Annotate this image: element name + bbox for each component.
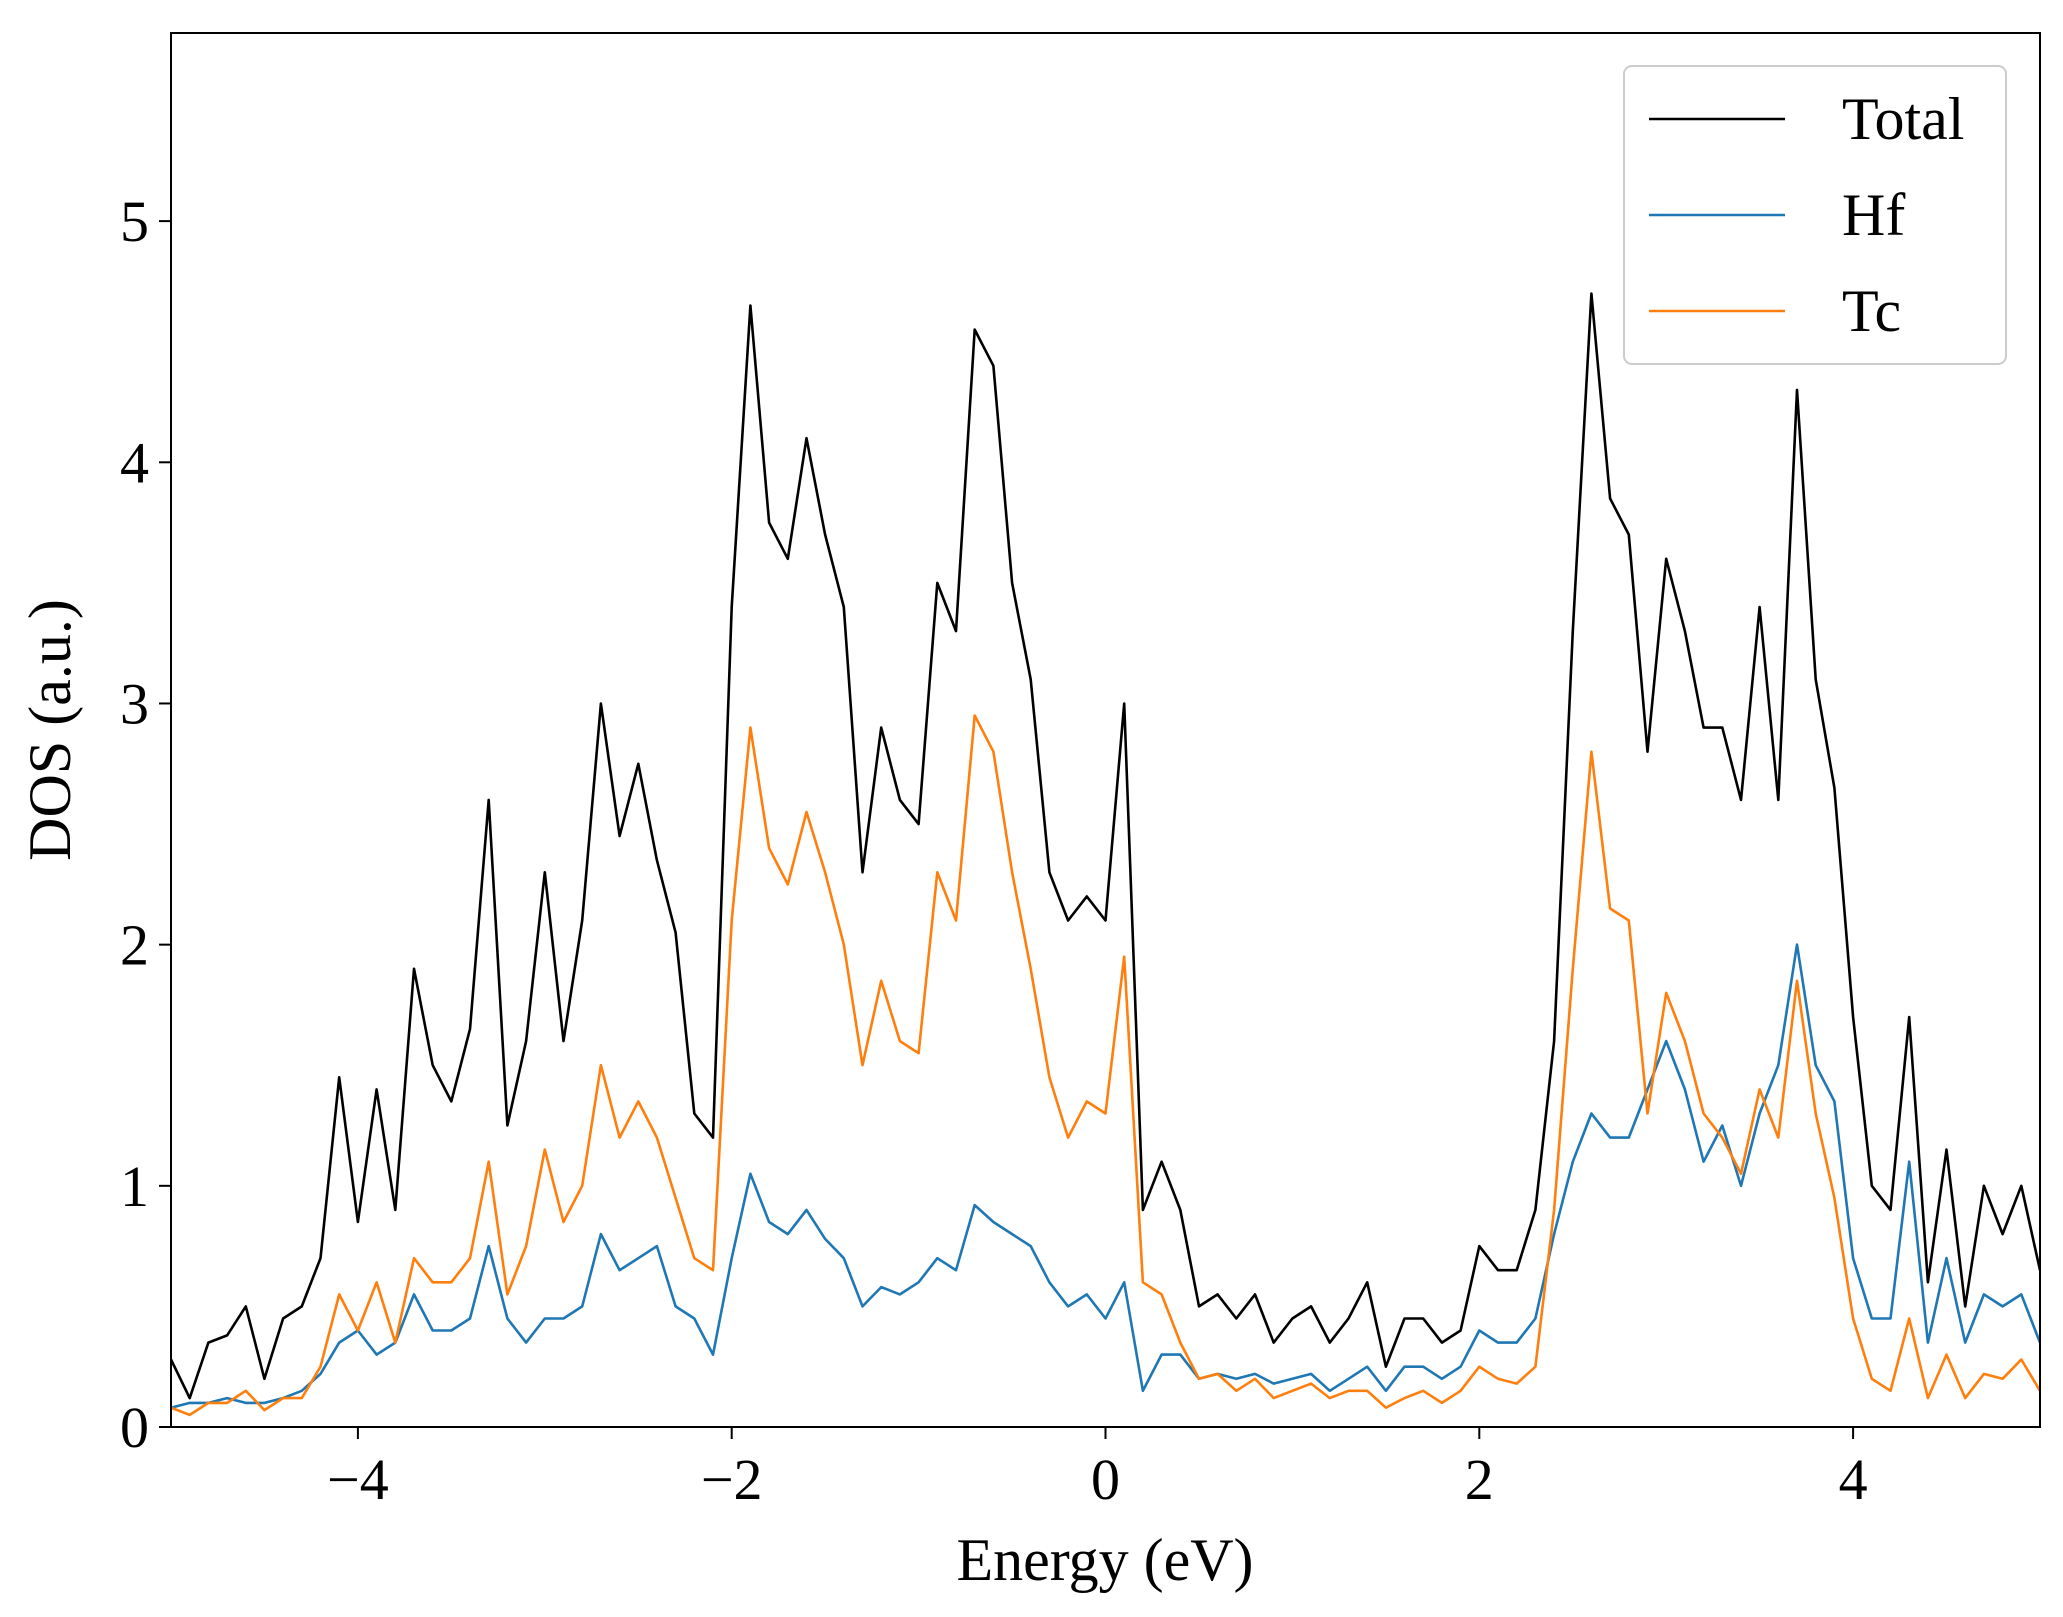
- x-tick-label: 2: [1465, 1447, 1494, 1512]
- series-line: [171, 714, 2040, 1417]
- y-tick-label: 3: [120, 671, 149, 736]
- x-tick-label: 0: [1091, 1447, 1120, 1512]
- y-tick-label: 1: [120, 1154, 149, 1219]
- y-tick-label: 5: [120, 189, 149, 254]
- legend-label: Hf: [1842, 182, 1905, 248]
- x-tick-label: 4: [1839, 1447, 1868, 1512]
- x-tick-label: −4: [327, 1447, 389, 1512]
- series-line: [171, 292, 2040, 1400]
- y-tick-label: 0: [120, 1395, 149, 1460]
- axes-frame: [170, 32, 2041, 1428]
- x-axis-label: Energy (eV): [956, 1527, 1253, 1593]
- y-tick-label: 4: [120, 430, 149, 495]
- legend-box: [1623, 65, 2007, 365]
- y-tick-label: 2: [120, 913, 149, 978]
- y-axis-label: DOS (a.u.): [17, 599, 83, 861]
- x-tick-label: −2: [701, 1447, 763, 1512]
- legend-label: Total: [1842, 86, 1964, 152]
- legend-label: Tc: [1842, 278, 1901, 344]
- series-line: [171, 943, 2040, 1409]
